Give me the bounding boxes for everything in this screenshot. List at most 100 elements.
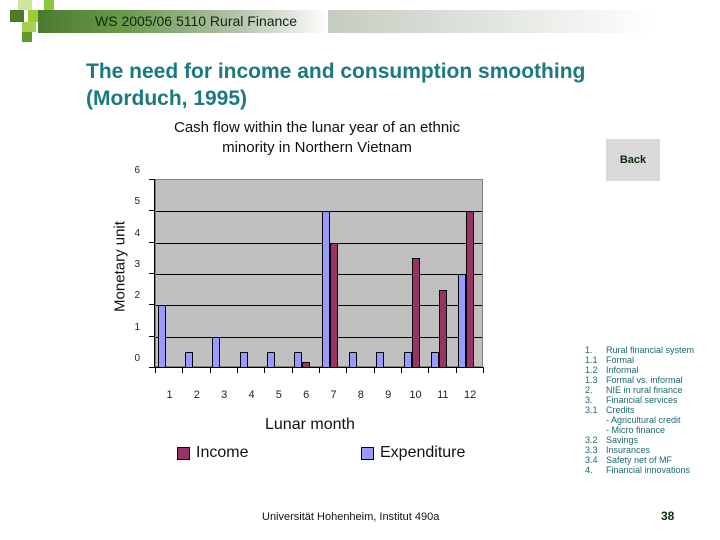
header-title: WS 2005/06 5110 Rural Finance bbox=[95, 13, 298, 29]
header-bar-fade bbox=[328, 10, 658, 33]
x-tick-mark bbox=[291, 367, 293, 373]
x-tick-label: 5 bbox=[275, 389, 282, 401]
x-tick-label: 8 bbox=[357, 389, 364, 401]
toc-item[interactable]: - Agricultural credit bbox=[585, 415, 694, 425]
bar-income bbox=[411, 258, 420, 368]
toc-item-label: Insurances bbox=[606, 445, 651, 455]
toc-item-number: 1.3 bbox=[585, 375, 598, 385]
slide-title-line1: The need for income and consumption smoo… bbox=[86, 60, 586, 83]
logo-square bbox=[22, 22, 36, 32]
logo-square bbox=[18, 0, 32, 10]
toc-item-label: Savings bbox=[606, 435, 639, 445]
bar-expenditure bbox=[403, 352, 412, 368]
toc-item[interactable]: 1.2 Informal bbox=[585, 365, 694, 375]
x-tick-mark bbox=[401, 367, 402, 373]
toc-item[interactable]: 3.3 Insurances bbox=[585, 445, 694, 455]
table-of-contents: 1. Rural financial system 1.1 Formal 1.2 Info… bbox=[585, 345, 694, 475]
toc-item-label: Formal vs. informal bbox=[606, 375, 683, 385]
page-number: 38 bbox=[661, 509, 675, 523]
x-tick-mark bbox=[346, 367, 348, 373]
toc-item-label: Formal bbox=[606, 355, 635, 365]
toc-item-number: 1.2 bbox=[585, 365, 598, 375]
legend-swatch-expenditure bbox=[361, 446, 374, 460]
gridline bbox=[156, 305, 482, 307]
y-tick-label: 3 bbox=[134, 259, 140, 270]
toc-item-number bbox=[585, 425, 606, 435]
logo-square bbox=[22, 32, 32, 42]
x-tick-mark bbox=[428, 367, 430, 373]
y-tick-mark bbox=[149, 179, 155, 180]
x-axis-title: Lunar month bbox=[265, 416, 355, 433]
toc-item-label: Financial services bbox=[606, 395, 678, 405]
bar-expenditure bbox=[267, 352, 275, 368]
toc-item[interactable]: 4. Financial innovations bbox=[585, 465, 694, 475]
gridline bbox=[156, 274, 482, 275]
gridline bbox=[156, 211, 482, 213]
slide-title-line2: (Morduch, 1995) bbox=[86, 87, 248, 110]
bar-expenditure bbox=[185, 352, 193, 368]
toc-item[interactable]: 1.1 Formal bbox=[585, 355, 694, 365]
legend-label-expenditure: Expenditure bbox=[380, 444, 466, 461]
x-tick-label: 11 bbox=[437, 389, 449, 401]
toc-item-number: 4. bbox=[585, 465, 593, 475]
header-bar bbox=[38, 10, 328, 33]
toc-item-label: Safety net of MF bbox=[606, 455, 673, 465]
toc-item-number bbox=[585, 415, 606, 425]
toc-item-number: 3.4 bbox=[585, 455, 598, 465]
x-tick-label: 3 bbox=[221, 389, 228, 401]
bar-income bbox=[466, 211, 475, 368]
x-tick-label: 10 bbox=[409, 389, 422, 401]
toc-item[interactable]: 3.4 Safety net of MF bbox=[585, 455, 694, 465]
y-tick-mark bbox=[149, 210, 155, 212]
toc-item-label: Informal bbox=[606, 365, 639, 375]
x-tick-mark bbox=[455, 367, 457, 373]
toc-item-number: 1.1 bbox=[585, 355, 598, 365]
toc-item[interactable]: - Micro finance bbox=[585, 425, 694, 435]
toc-item[interactable]: 3.2 Savings bbox=[585, 435, 694, 445]
bar-expenditure bbox=[349, 352, 357, 368]
back-button[interactable]: Back bbox=[606, 139, 660, 181]
toc-item-number: 2. bbox=[585, 385, 593, 395]
toc-item[interactable]: 3. Financial services bbox=[585, 395, 694, 405]
y-tick-mark bbox=[149, 335, 155, 337]
footer-institution: Universität Hohenheim, Institut 490a bbox=[262, 511, 440, 523]
x-tick-mark bbox=[155, 367, 156, 373]
y-tick-label: 6 bbox=[134, 165, 140, 176]
x-tick-mark bbox=[182, 367, 184, 373]
toc-item[interactable]: 1.3 Formal vs. informal bbox=[585, 375, 694, 385]
plot-area bbox=[155, 179, 483, 368]
toc-item-number: 3. bbox=[585, 395, 593, 405]
toc-item[interactable]: 1. Rural financial system bbox=[585, 345, 694, 355]
legend-expenditure: Expenditure bbox=[361, 444, 465, 462]
legend-label-income: Income bbox=[196, 444, 249, 461]
toc-item-label: Credits bbox=[606, 405, 635, 415]
toc-item-number: 3.3 bbox=[585, 445, 598, 455]
legend-income: Income bbox=[177, 444, 248, 462]
x-tick-mark bbox=[264, 367, 266, 373]
x-tick-mark bbox=[373, 367, 375, 373]
bar-expenditure bbox=[458, 274, 467, 368]
toc-item-label: NIE in rural finance bbox=[606, 385, 683, 395]
x-tick-label: 4 bbox=[248, 389, 255, 401]
y-tick-mark bbox=[149, 367, 155, 368]
chart-title: Cash flow within the lunar year of an et… bbox=[174, 119, 460, 156]
slide-title: The need for income and consumption smoo… bbox=[86, 58, 585, 112]
toc-item-label: - Micro finance bbox=[606, 425, 666, 435]
y-tick-label: 4 bbox=[134, 227, 140, 239]
x-tick-label: 9 bbox=[385, 389, 392, 401]
y-axis bbox=[154, 179, 155, 368]
toc-item-label: Rural financial system bbox=[606, 345, 695, 355]
y-tick-label: 5 bbox=[134, 196, 140, 208]
x-tick-label: 12 bbox=[464, 389, 477, 401]
toc-item-label: - Agricultural credit bbox=[606, 415, 681, 425]
x-tick-mark bbox=[237, 367, 238, 373]
toc-item[interactable]: 2. NIE in rural finance bbox=[585, 385, 694, 395]
bar-expenditure bbox=[157, 305, 166, 368]
y-tick-mark bbox=[149, 304, 155, 306]
toc-item[interactable]: 3.1 Credits bbox=[585, 405, 694, 415]
toc-item-label: Financial innovations bbox=[606, 465, 691, 475]
bar-income bbox=[329, 242, 338, 368]
bar-expenditure bbox=[321, 211, 330, 368]
x-tick-mark bbox=[319, 367, 320, 373]
bar-income bbox=[439, 289, 447, 368]
